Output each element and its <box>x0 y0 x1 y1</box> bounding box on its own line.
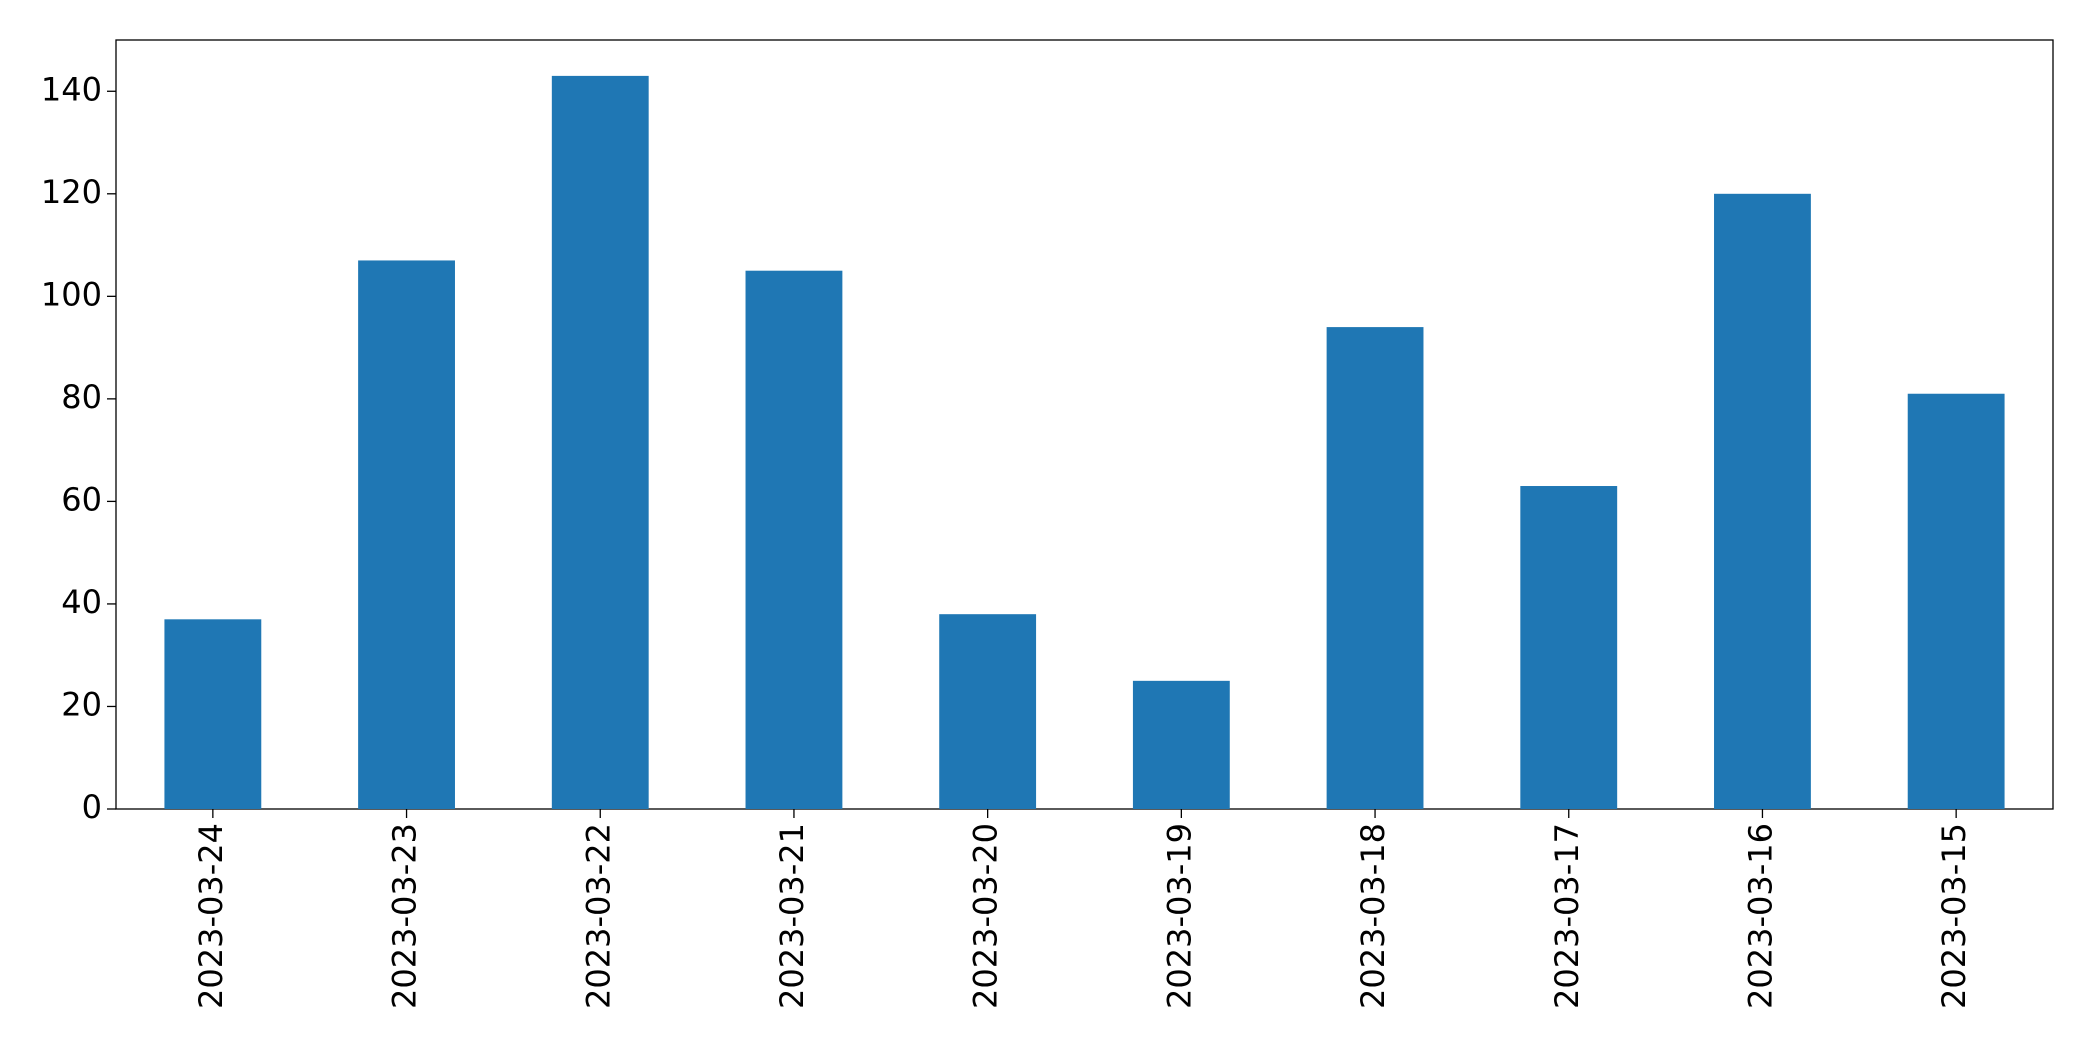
bar <box>551 75 649 810</box>
x-tick-label: 2023-03-18 <box>1354 823 1392 1009</box>
y-tick-label: 120 <box>41 173 102 211</box>
bar <box>745 270 843 809</box>
plot-frame <box>115 39 2054 810</box>
y-tick-label: 40 <box>61 583 102 621</box>
x-tick-label: 2023-03-15 <box>1935 823 1973 1009</box>
y-tick-label: 20 <box>61 685 102 723</box>
y-tick-label: 80 <box>61 378 102 416</box>
y-tick-label: 140 <box>41 70 102 108</box>
y-tick-label: 0 <box>82 788 102 826</box>
x-tick-label: 2023-03-16 <box>1741 823 1779 1009</box>
x-tick-label: 2023-03-22 <box>579 823 617 1009</box>
bar <box>939 614 1037 809</box>
y-tick-label: 60 <box>61 480 102 518</box>
x-tick-label: 2023-03-23 <box>386 823 424 1009</box>
x-tick-label: 2023-03-19 <box>1160 823 1198 1009</box>
bar <box>164 619 262 809</box>
bar <box>1907 393 2005 809</box>
x-tick-label: 2023-03-21 <box>773 823 811 1009</box>
bar <box>1520 486 1618 809</box>
y-tick-label: 100 <box>41 275 102 313</box>
bar <box>1132 680 1230 809</box>
x-tick-label: 2023-03-24 <box>192 823 230 1009</box>
x-tick-label: 2023-03-17 <box>1548 823 1586 1009</box>
bar <box>358 260 455 809</box>
bar <box>1714 193 1811 810</box>
bar <box>1326 327 1424 809</box>
x-tick-label: 2023-03-20 <box>967 823 1005 1009</box>
